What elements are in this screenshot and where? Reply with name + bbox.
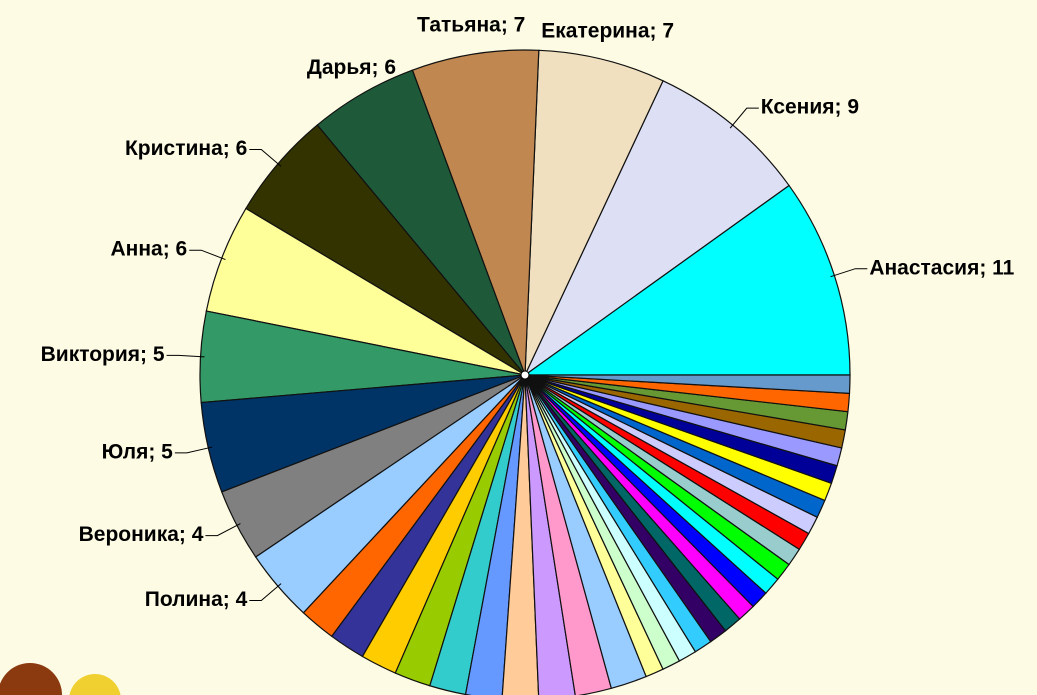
data-label: Дарья; 6 bbox=[307, 56, 396, 79]
data-label: Екатерина; 7 bbox=[541, 20, 674, 43]
chart: Анастасия; 11 Ксения; 9 Екатерина; 7 Татьян… bbox=[0, 0, 1037, 695]
data-label: Анастасия; 11 bbox=[869, 256, 1014, 279]
data-label: Полина; 4 bbox=[145, 588, 248, 611]
data-label: Виктория; 5 bbox=[41, 343, 165, 366]
data-label: Вероника; 4 bbox=[79, 523, 204, 546]
data-label: Кристина; 6 bbox=[125, 137, 247, 160]
pie-center bbox=[521, 371, 529, 379]
data-label: Анна; 6 bbox=[110, 238, 187, 261]
data-label: Юля; 5 bbox=[102, 440, 174, 463]
data-label: Ксения; 9 bbox=[761, 96, 859, 119]
data-label: Татьяна; 7 bbox=[417, 14, 525, 37]
